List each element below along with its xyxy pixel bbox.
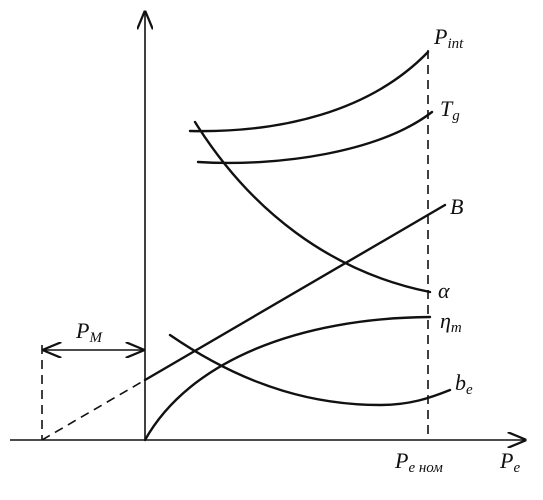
label-eta: ηm — [440, 308, 462, 336]
label-pint: Pint — [433, 24, 464, 52]
curve-pint — [188, 50, 430, 133]
label-alpha: α — [438, 278, 450, 303]
label-b: B — [450, 194, 463, 219]
curve-be — [168, 333, 452, 407]
curve-tg — [196, 110, 434, 165]
curve-b-extension — [41, 379, 146, 441]
label-pe: Pe — [499, 448, 520, 476]
label-pm: PM — [75, 318, 103, 346]
label-pe-nom: Pe ном — [394, 448, 443, 476]
curve-eta — [143, 315, 432, 442]
label-tg: Tg — [440, 96, 460, 124]
label-be: be — [455, 370, 473, 398]
curve-alpha — [193, 120, 432, 294]
